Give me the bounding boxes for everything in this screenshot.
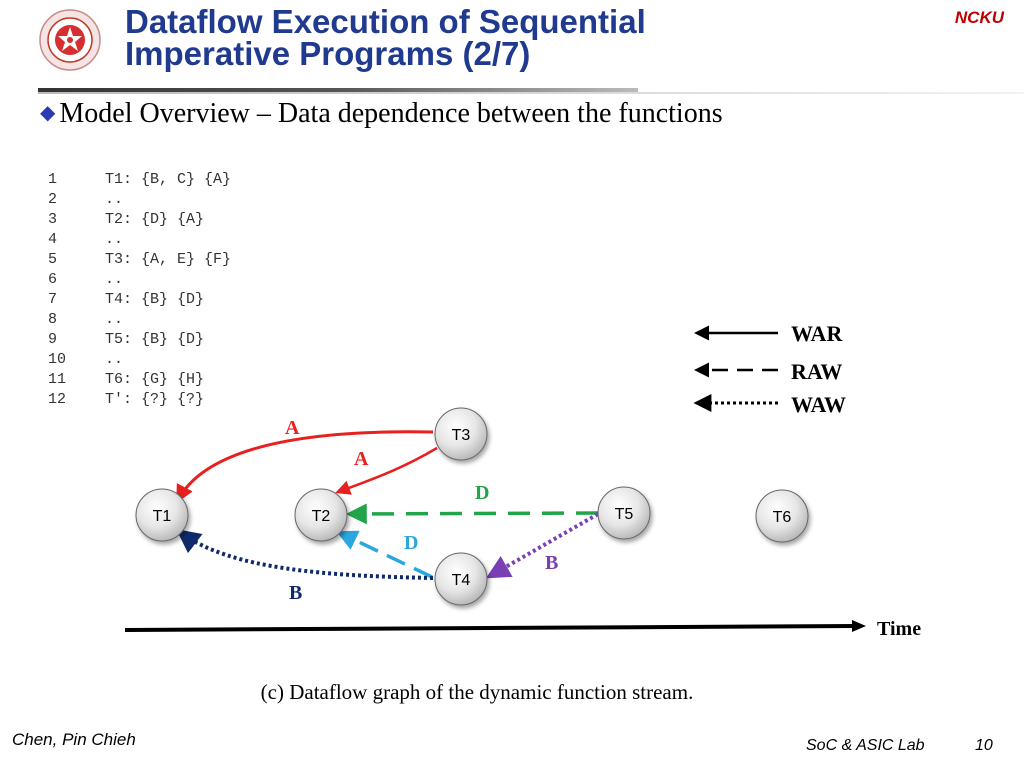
edge-t3-t2-war [335,446,438,495]
code-line: 10.. [48,350,231,370]
line-number: 5 [48,251,58,268]
code-line: 6.. [48,270,231,290]
code-line: 8.. [48,310,231,330]
legend-war-label: WAR [791,321,843,346]
legend-raw-label: RAW [791,359,842,384]
line-number: 10 [48,351,67,368]
figure-caption: (c) Dataflow graph of the dynamic functi… [0,680,1024,705]
code-text: .. [105,311,124,328]
line-number: 9 [48,331,58,348]
line-number: 1 [48,171,58,188]
line-number: 8 [48,311,58,328]
node-label: T1 [153,508,172,525]
node-t5: T5 [597,486,651,540]
caption-text: (c) Dataflow graph of the dynamic functi… [260,680,694,704]
code-text: T3: {A, E} {F} [105,251,232,268]
legend-waw-label: WAW [791,392,846,417]
code-line: 7 T4: {B} {D} [48,290,231,310]
line-number: 4 [48,231,58,248]
node-t4: T4 [434,552,488,606]
line-number: 2 [48,191,58,208]
code-line: 1 T1: {B, C} {A} [48,170,231,190]
page-title: Dataflow Execution of Sequential Imperat… [125,3,885,72]
code-text: .. [105,231,124,248]
code-text: T': {?} {?} [105,391,205,408]
time-label: Time [877,618,921,640]
node-t2: T2 [294,488,348,542]
edge-label: B [289,582,302,604]
code-text: T1: {B, C} {A} [105,171,232,188]
code-line: 2.. [48,190,231,210]
title-divider [38,88,638,92]
code-text: T4: {B} {D} [105,291,205,308]
code-line: 4.. [48,230,231,250]
line-number: 3 [48,211,58,228]
line-number: 6 [48,271,58,288]
code-text: .. [105,191,124,208]
edge-label: D [404,532,418,554]
page-number: 10 [975,737,993,754]
time-axis [124,624,856,632]
edge-t5-t2-raw [345,503,599,525]
node-label: T4 [452,572,471,589]
edge-t5-t4-waw [485,512,599,579]
line-number: 7 [48,291,58,308]
code-text: .. [105,351,124,368]
org-label: NCKU [954,8,1004,27]
code-text: T6: {G} {H} [105,371,205,388]
code-line: 12 T': {?} {?} [48,390,231,410]
diamond-bullet-icon: ◆ [40,102,56,124]
edge-label: B [545,552,558,574]
code-line: 11 T6: {G} {H} [48,370,231,390]
code-text: T5: {B} {D} [105,331,205,348]
university-seal-icon [39,9,101,71]
time-axis-arrowhead [852,620,866,632]
edge-label: D [475,482,489,504]
node-label: T6 [773,509,792,526]
line-number: 11 [48,371,67,388]
node-label: T5 [615,506,634,523]
node-t1: T1 [135,488,189,542]
node-t6: T6 [755,489,809,543]
title-line-2: Imperative Programs (2/7) [125,35,531,72]
footer-author: Chen, Pin Chieh [12,730,136,749]
edge-label: A [285,417,300,439]
title-line-1: Dataflow Execution of Sequential [125,3,646,40]
node-label: T3 [452,427,471,444]
code-line: 9 T5: {B} {D} [48,330,231,350]
bullet-text: Model Overview – Data dependence between… [59,98,723,129]
line-number: 12 [48,391,67,408]
code-line: 3 T2: {D} {A} [48,210,231,230]
edge-t4-t2-raw [336,530,433,579]
node-label: T2 [312,508,331,525]
footer-lab: SoC & ASIC Lab [806,737,925,754]
code-text: T2: {D} {A} [105,211,205,228]
edge-t3-t1-war [176,430,434,504]
legend: WAR RAW WAW [693,321,846,417]
edge-t4-t1-waw [176,529,434,580]
code-line: 5 T3: {A, E} {F} [48,250,231,270]
title-divider-shadow [38,92,1024,94]
code-text: .. [105,271,124,288]
bullet-item: ◆ Model Overview – Data dependence betwee… [40,98,723,130]
node-t3: T3 [434,407,488,461]
code-listing: 1 T1: {B, C} {A} 2.. 3 T2: {D} {A} 4.. 5 T3… [48,170,231,410]
edge-label: A [354,448,369,470]
